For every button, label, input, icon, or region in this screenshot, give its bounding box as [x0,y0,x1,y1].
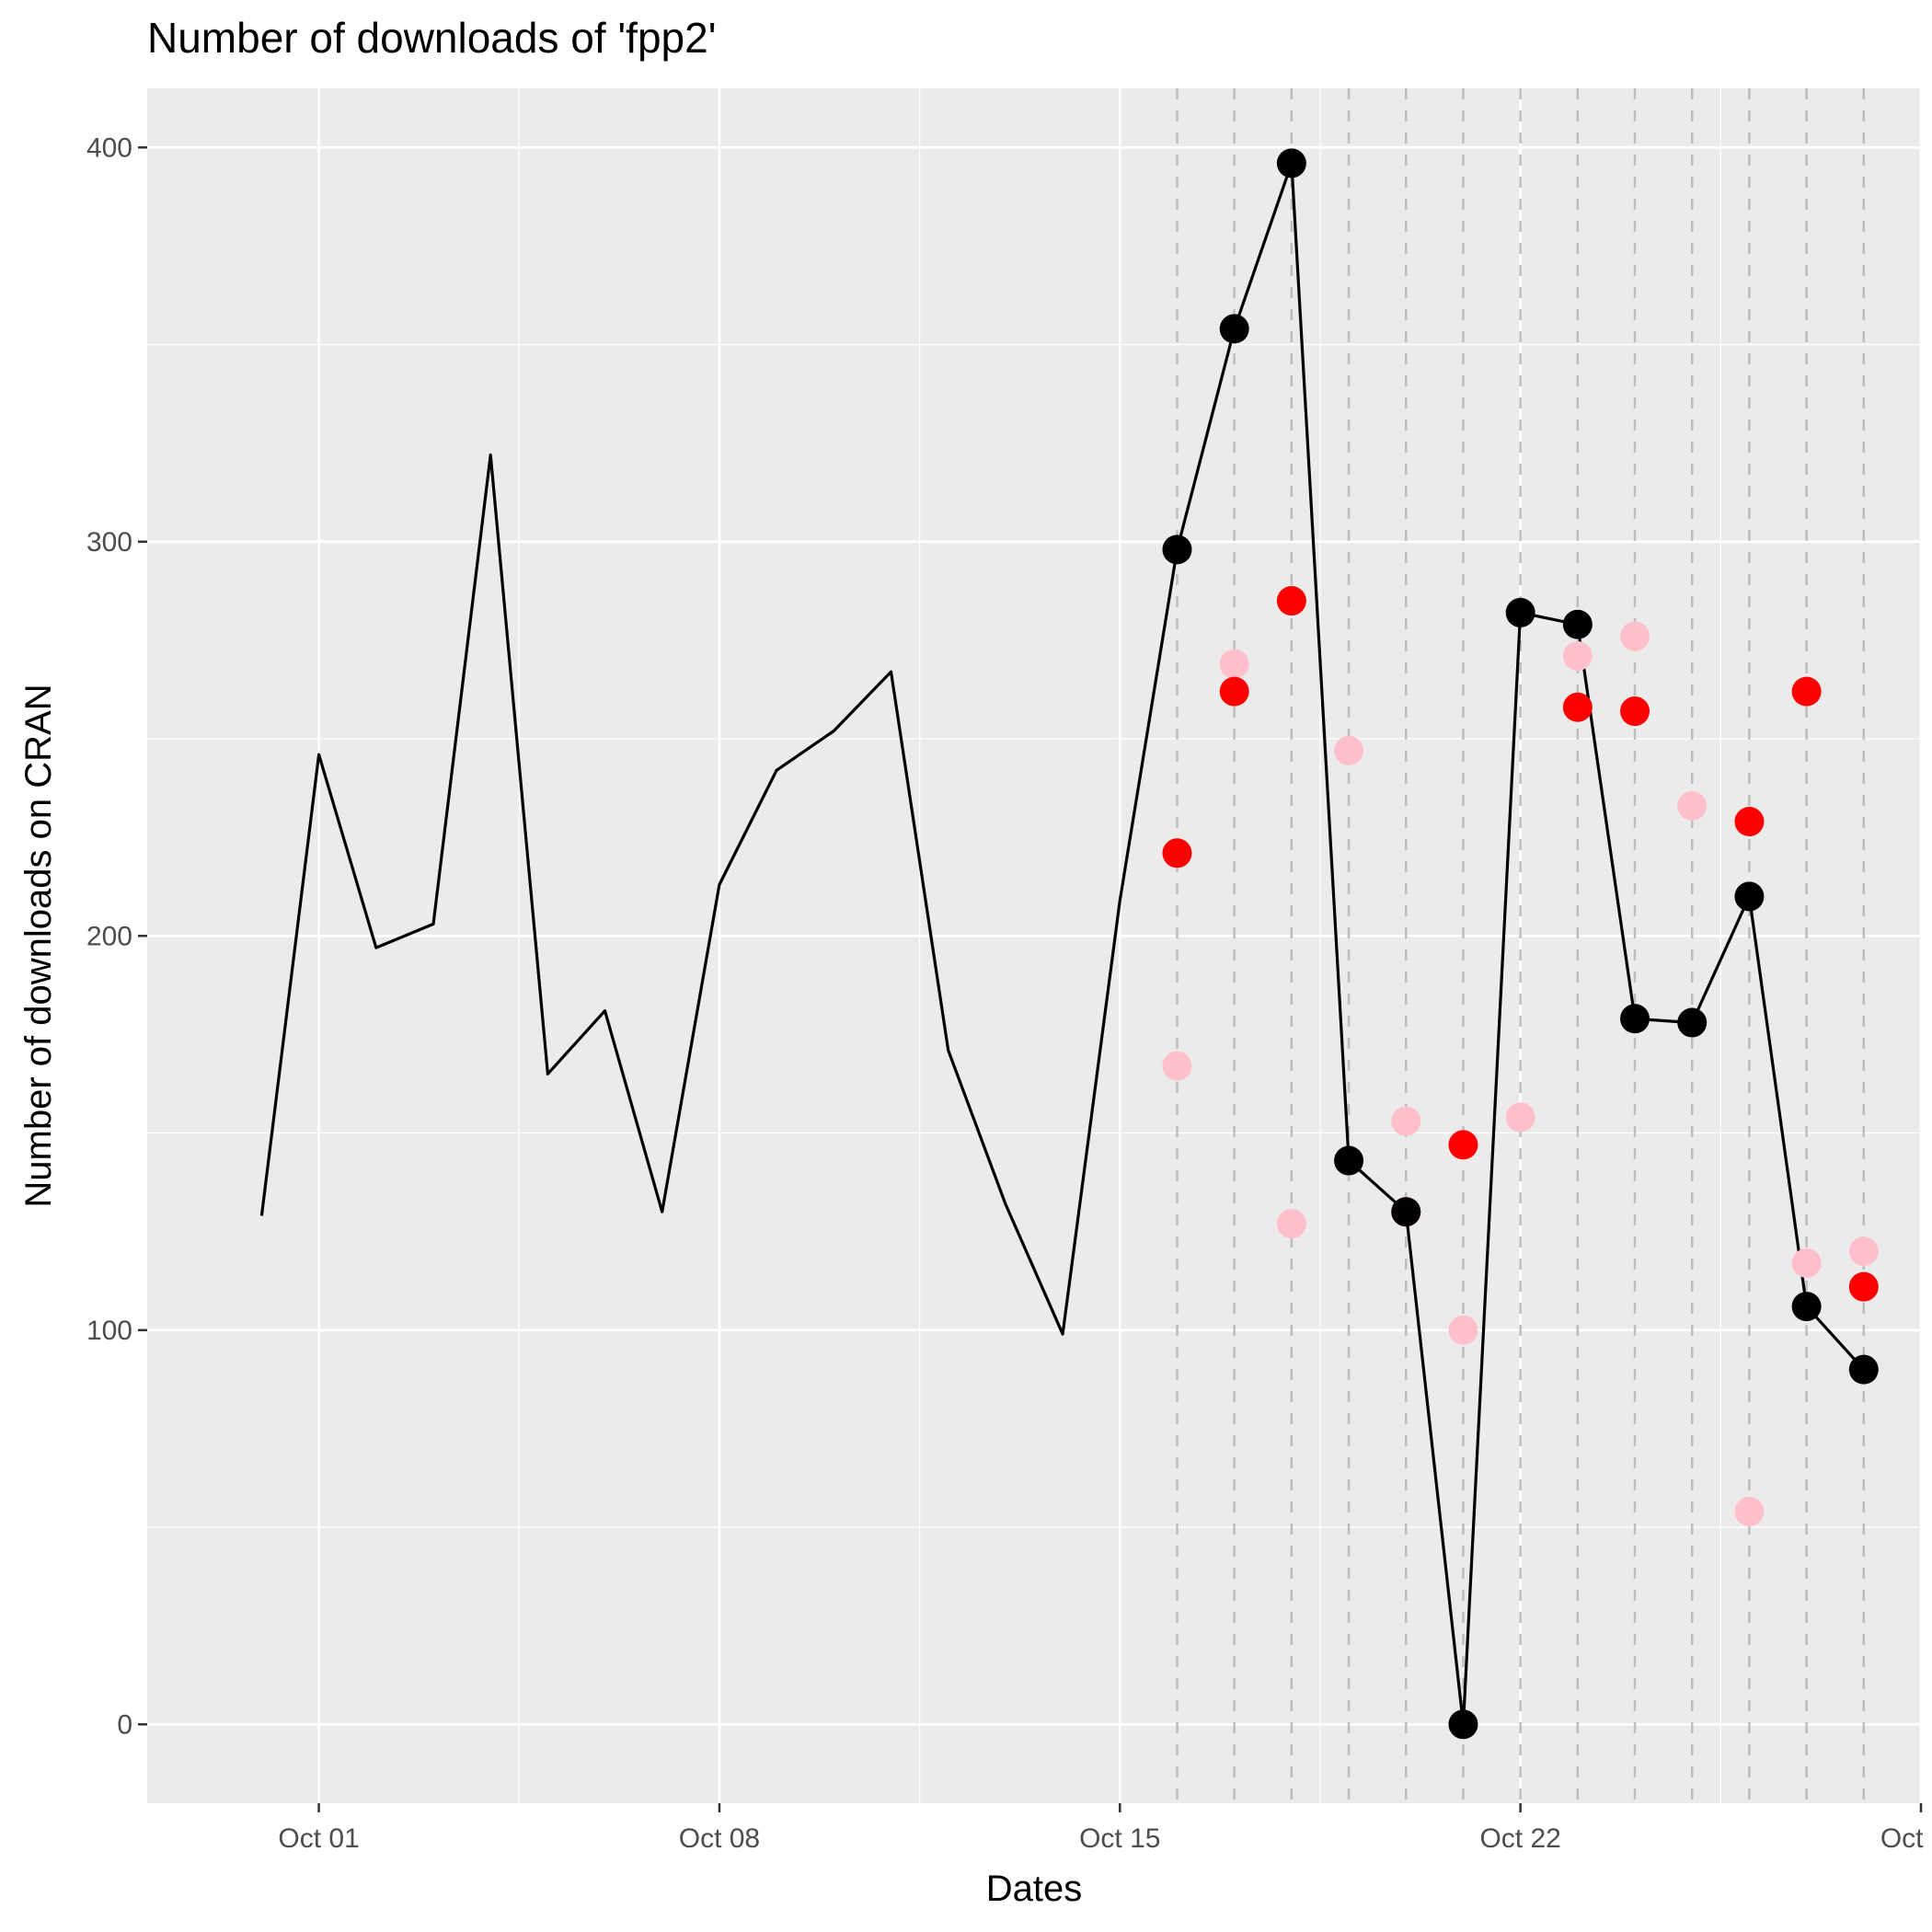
y-tick-label: 100 [86,1316,132,1346]
data-point [1162,838,1192,868]
data-point [1620,1004,1650,1034]
data-point [1848,1354,1879,1385]
data-point [1734,1496,1765,1526]
data-point [1620,621,1650,651]
data-point [1791,676,1822,707]
data-point [1562,609,1593,639]
data-point [1734,807,1765,837]
series-points-layer [1162,148,1879,1740]
x-tick-label: Oct 15 [1079,1823,1160,1854]
data-point [1562,692,1593,722]
data-point [1562,641,1593,672]
data-point [1162,535,1192,565]
data-point [1791,1292,1822,1322]
chart-title: Number of downloads of 'fpp2' [147,14,717,62]
data-point [1620,696,1650,727]
data-point [1848,1271,1879,1302]
x-tick-label: Oct 01 [278,1823,359,1854]
plot-panel [147,88,1921,1803]
data-point [1334,1145,1364,1176]
y-tick-label: 400 [86,132,132,163]
data-point [1162,1051,1192,1081]
data-point [1448,1709,1478,1740]
data-point [1219,676,1249,707]
x-tick-label: Oct 29 [1880,1823,1932,1854]
data-point [1677,1007,1708,1038]
data-point [1848,1236,1879,1267]
y-tick-label: 0 [117,1709,132,1740]
data-point [1448,1315,1478,1345]
data-point [1677,790,1708,821]
data-point [1734,881,1765,912]
x-tick-label: Oct 22 [1479,1823,1560,1854]
data-point [1276,586,1306,616]
data-point [1276,148,1306,178]
y-tick-label: 200 [86,921,132,951]
grid-layer [147,88,1923,1803]
y-axis-title: Number of downloads on CRAN [18,684,59,1207]
data-point [1219,314,1249,344]
data-point [1448,1130,1478,1160]
series-line [259,161,1865,1726]
data-point [1276,1209,1306,1239]
series-line-layer [259,161,1865,1726]
y-tick-label: 300 [86,527,132,558]
data-point [1391,1106,1421,1136]
data-point [1219,649,1249,679]
data-point [1391,1197,1421,1227]
x-tick-label: Oct 08 [679,1823,760,1854]
x-axis-title: Dates [986,1869,1083,1909]
data-point [1334,735,1364,765]
data-point [1505,1102,1535,1133]
data-point [1505,597,1535,627]
data-point [1791,1248,1822,1278]
axes-layer: 0 100 200 300 400 Oct 01 Oct 08 Oct 15 Oct 22 Oct… [86,132,1932,1854]
